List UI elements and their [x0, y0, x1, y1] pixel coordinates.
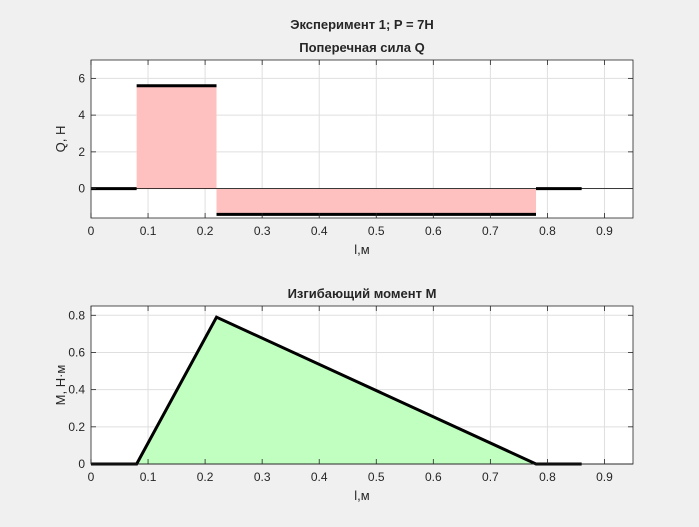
x-axis-label: l,м	[354, 242, 370, 257]
y-tick-label: 0.6	[68, 345, 85, 359]
force-fill-3	[217, 189, 536, 215]
x-tick-label: 0.1	[140, 224, 157, 238]
y-tick-label: 0.8	[68, 308, 85, 322]
x-tick-label: 0.2	[197, 224, 214, 238]
x-tick-label: 0.4	[311, 470, 328, 484]
y-tick-label: 0	[78, 457, 85, 471]
x-tick-label: 0.7	[482, 470, 499, 484]
x-tick-label: 0.3	[254, 470, 271, 484]
axes-2: 0 0.1 0.2 0.3 0.4 0.5 0.6 0.7 0.8 0.9 0 0.2 0.4 0.6 0.…	[53, 286, 633, 503]
x-tick-label: 0.7	[482, 224, 499, 238]
x-tick-label: 0.3	[254, 224, 271, 238]
x-tick-label: 0.9	[596, 470, 613, 484]
x-tick-label: 0.8	[539, 470, 556, 484]
x-tick-label: 0.2	[197, 470, 214, 484]
x-tick-label: 0.6	[425, 224, 442, 238]
x-tick-label: 0.5	[368, 470, 385, 484]
y-tick-label: 6	[78, 71, 85, 85]
y-tick-label: 0	[78, 182, 85, 196]
axes-1: 0 0.1 0.2 0.3 0.4 0.5 0.6 0.7 0.8 0.9 0 2 4 6 Поперечн…	[53, 40, 633, 257]
axes-title: Изгибающий момент M	[288, 286, 437, 301]
y-axis-label: Q, Н	[53, 126, 68, 153]
x-tick-label: 0.5	[368, 224, 385, 238]
y-tick-label: 0.4	[68, 383, 85, 397]
force-fill-2	[137, 86, 217, 189]
x-tick-label: 0.6	[425, 470, 442, 484]
x-tick-label: 0.1	[140, 470, 157, 484]
y-tick-label: 2	[78, 145, 85, 159]
x-tick-label: 0.9	[596, 224, 613, 238]
x-tick-label: 0.8	[539, 224, 556, 238]
y-tick-label: 4	[78, 108, 85, 122]
x-tick-label: 0	[88, 224, 95, 238]
x-tick-label: 0.4	[311, 224, 328, 238]
axes-title: Поперечная сила Q	[299, 40, 424, 55]
x-axis-label: l,м	[354, 488, 370, 503]
x-tick-label: 0	[88, 470, 95, 484]
y-axis-label: M, Н·м	[53, 365, 68, 406]
figure-title-line1: Эксперимент 1; P = 7Н	[290, 17, 434, 32]
y-tick-label: 0.2	[68, 420, 85, 434]
